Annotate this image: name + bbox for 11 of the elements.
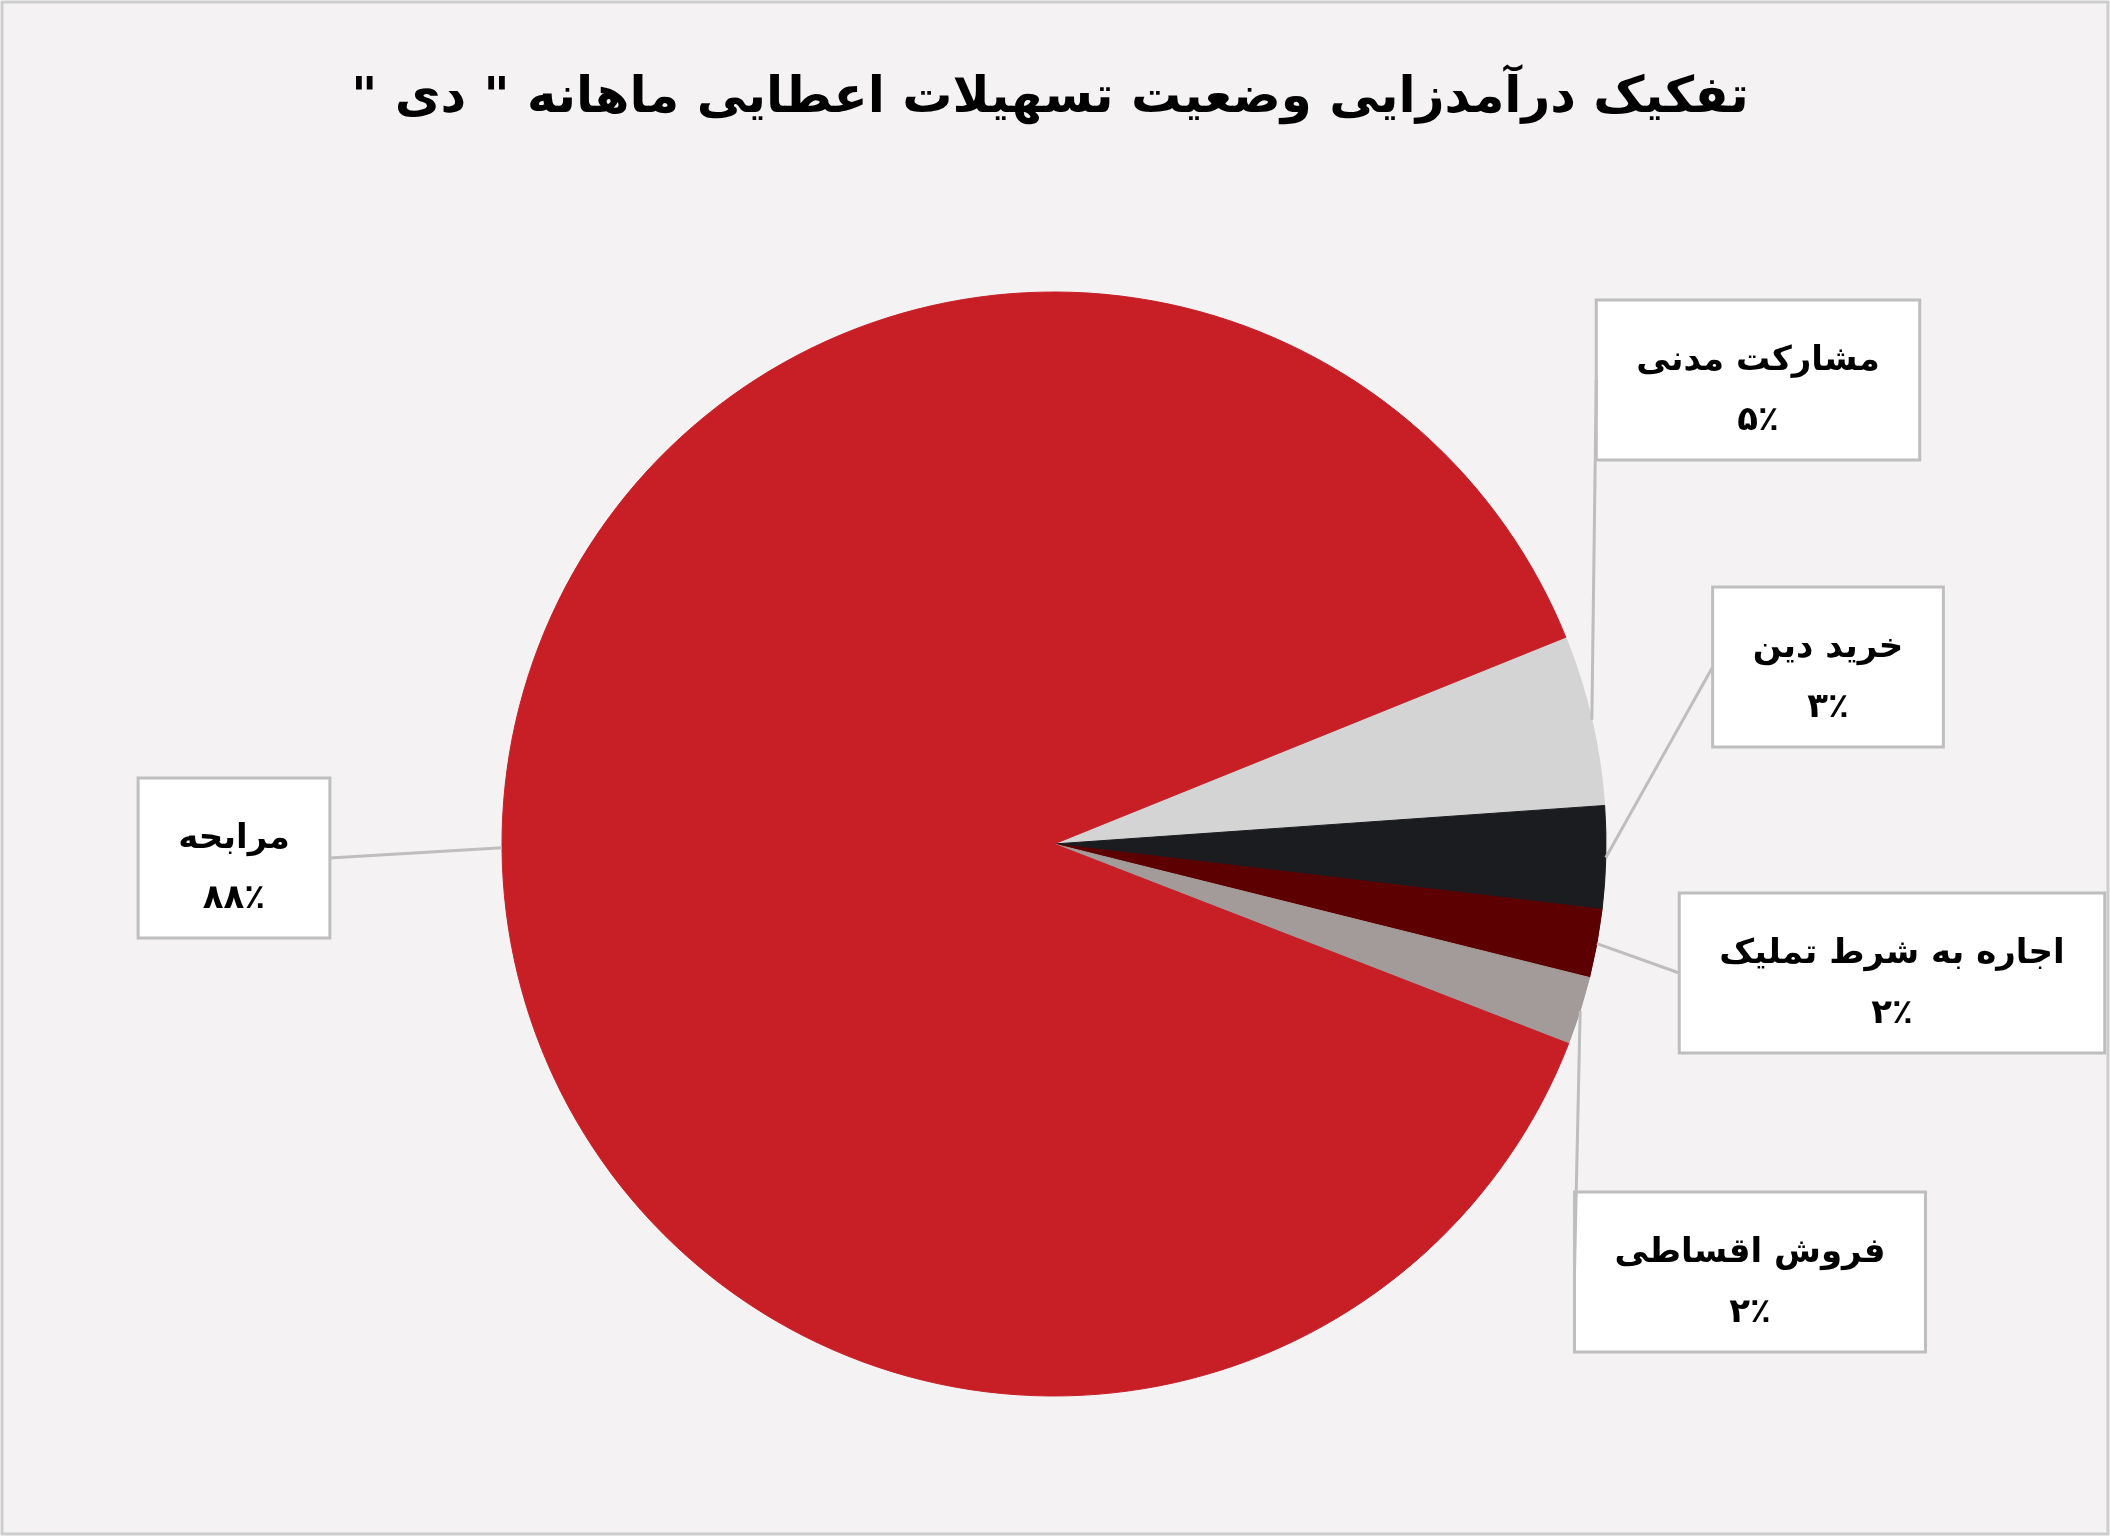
- slice-label: خرید دین: [1752, 625, 1904, 666]
- slice-label: مرابحه: [178, 816, 290, 857]
- slice-label: اجاره به شرط تملیک: [1719, 931, 2065, 972]
- data-label: ۲٪: [1729, 1290, 1771, 1330]
- chart-title: تفکیک درآمدزایی وضعیت تسهیلات اعطایی ماهانه " دی ": [351, 64, 1749, 125]
- data-label: ۵٪: [1737, 398, 1779, 438]
- data-label: ۸۸٪: [202, 876, 266, 916]
- slice-label: فروش اقساطی: [1614, 1230, 1886, 1271]
- data-label: ۳٪: [1807, 685, 1849, 725]
- slice-label: مشارکت مدنی: [1636, 338, 1880, 378]
- data-label: ۲٪: [1871, 991, 1913, 1031]
